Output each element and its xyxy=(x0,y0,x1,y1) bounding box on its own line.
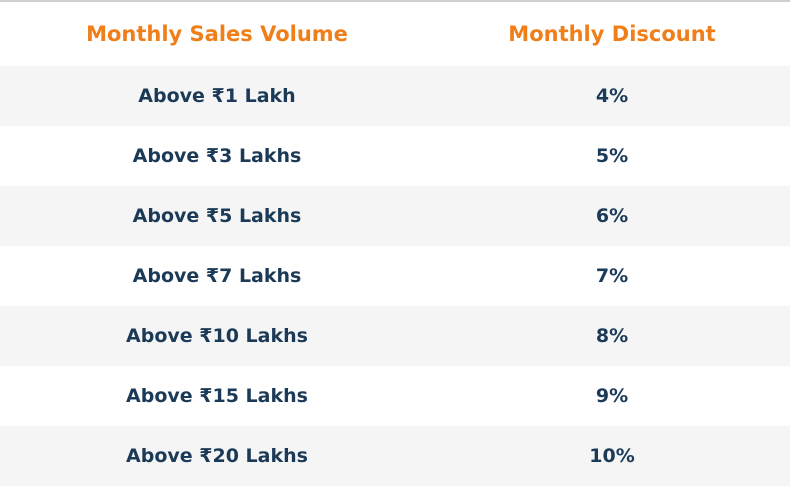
table-row: Above ₹1 Lakh 4% xyxy=(0,66,790,126)
discount-cell: 6% xyxy=(434,186,790,246)
discount-cell: 5% xyxy=(434,126,790,186)
table-row: Above ₹7 Lakhs 7% xyxy=(0,246,790,306)
discount-cell: 10% xyxy=(434,426,790,486)
table-header-row: Monthly Sales Volume Monthly Discount xyxy=(0,2,790,66)
table-row: Above ₹5 Lakhs 6% xyxy=(0,186,790,246)
discount-cell: 8% xyxy=(434,306,790,366)
table-row: Above ₹10 Lakhs 8% xyxy=(0,306,790,366)
sales-volume-cell: Above ₹7 Lakhs xyxy=(0,246,434,306)
sales-volume-cell: Above ₹3 Lakhs xyxy=(0,126,434,186)
discount-cell: 9% xyxy=(434,366,790,426)
discount-cell: 4% xyxy=(434,66,790,126)
sales-volume-cell: Above ₹10 Lakhs xyxy=(0,306,434,366)
sales-volume-cell: Above ₹1 Lakh xyxy=(0,66,434,126)
header-monthly-sales-volume: Monthly Sales Volume xyxy=(86,22,348,46)
table-row: Above ₹15 Lakhs 9% xyxy=(0,366,790,426)
sales-volume-cell: Above ₹5 Lakhs xyxy=(0,186,434,246)
sales-volume-cell: Above ₹20 Lakhs xyxy=(0,426,434,486)
table-row: Above ₹20 Lakhs 10% xyxy=(0,426,790,486)
header-monthly-discount: Monthly Discount xyxy=(508,22,716,46)
discount-cell: 7% xyxy=(434,246,790,306)
sales-volume-cell: Above ₹15 Lakhs xyxy=(0,366,434,426)
table-row: Above ₹3 Lakhs 5% xyxy=(0,126,790,186)
